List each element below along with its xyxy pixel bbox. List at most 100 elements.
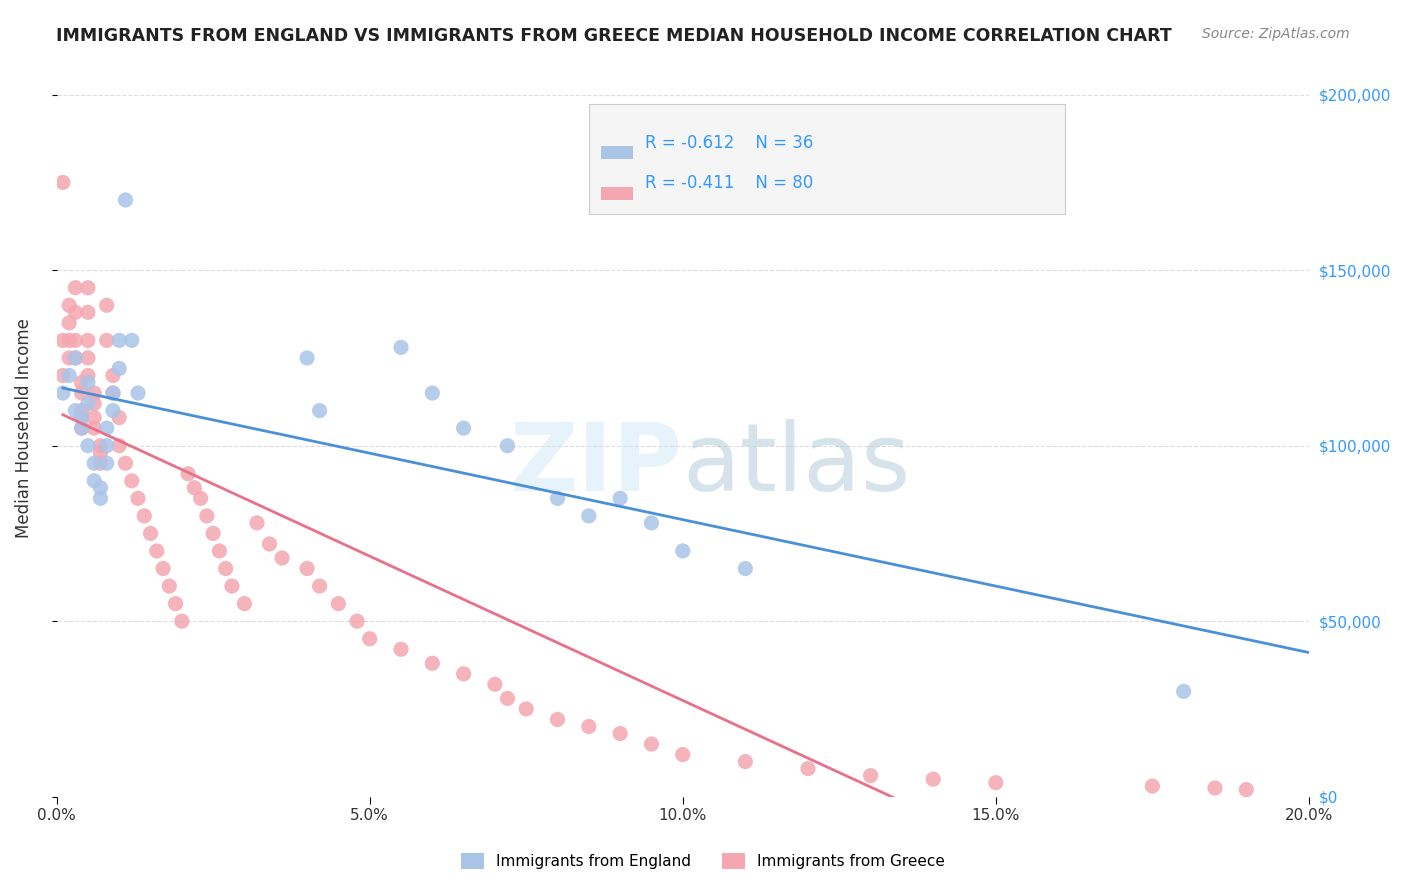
Point: [52, 176, 75, 190]
Point: [177, 467, 200, 481]
Point: [121, 474, 143, 488]
Point: [202, 526, 225, 541]
Point: [52, 334, 75, 348]
Point: [233, 597, 256, 611]
Point: [101, 368, 124, 383]
Point: [58, 316, 80, 330]
Point: [77, 439, 100, 453]
Point: [58, 368, 80, 383]
Point: [515, 702, 537, 716]
Point: [77, 305, 100, 319]
Point: [328, 597, 350, 611]
Point: [89, 491, 111, 506]
Point: [83, 386, 105, 401]
Point: [77, 396, 100, 410]
Point: [359, 632, 381, 646]
Legend: Immigrants from England, Immigrants from Greece: Immigrants from England, Immigrants from…: [456, 847, 950, 875]
Point: [58, 298, 80, 312]
Point: [547, 491, 569, 506]
Point: [108, 410, 131, 425]
Point: [70, 421, 93, 435]
Point: [65, 281, 87, 295]
Point: [221, 579, 243, 593]
Text: ZIP: ZIP: [510, 419, 683, 511]
Point: [108, 334, 131, 348]
Point: [89, 439, 111, 453]
Point: [152, 561, 174, 575]
Point: [215, 561, 238, 575]
Point: [96, 456, 118, 470]
Point: [127, 386, 149, 401]
Point: [484, 677, 506, 691]
Point: [121, 334, 143, 348]
Text: Source: ZipAtlas.com: Source: ZipAtlas.com: [1202, 27, 1350, 41]
Point: [70, 403, 93, 417]
Point: [170, 614, 193, 628]
Point: [77, 376, 100, 390]
Point: [295, 561, 318, 575]
Point: [77, 281, 100, 295]
Point: [52, 386, 75, 401]
Point: [114, 456, 136, 470]
FancyBboxPatch shape: [602, 146, 633, 159]
Point: [453, 421, 475, 435]
Point: [127, 491, 149, 506]
Point: [77, 334, 100, 348]
Point: [389, 340, 412, 354]
Point: [640, 516, 662, 530]
Point: [70, 410, 93, 425]
Point: [58, 351, 80, 365]
Point: [65, 351, 87, 365]
Text: IMMIGRANTS FROM ENGLAND VS IMMIGRANTS FROM GREECE MEDIAN HOUSEHOLD INCOME CORREL: IMMIGRANTS FROM ENGLAND VS IMMIGRANTS FR…: [56, 27, 1173, 45]
Point: [1173, 684, 1195, 698]
Point: [96, 298, 118, 312]
Point: [734, 755, 756, 769]
Point: [453, 666, 475, 681]
Point: [65, 403, 87, 417]
Text: R = -0.411    N = 80: R = -0.411 N = 80: [645, 174, 814, 193]
Point: [183, 481, 205, 495]
Point: [83, 421, 105, 435]
Point: [114, 193, 136, 207]
Point: [70, 386, 93, 401]
Point: [420, 386, 443, 401]
FancyBboxPatch shape: [589, 103, 1064, 214]
Point: [77, 351, 100, 365]
Point: [83, 474, 105, 488]
Point: [640, 737, 662, 751]
Point: [65, 305, 87, 319]
Point: [89, 481, 111, 495]
Point: [83, 456, 105, 470]
Point: [420, 657, 443, 671]
Point: [139, 526, 162, 541]
Point: [308, 579, 330, 593]
Point: [578, 719, 600, 733]
Point: [96, 421, 118, 435]
Point: [1204, 780, 1226, 795]
Point: [271, 551, 294, 566]
Point: [70, 376, 93, 390]
Point: [984, 775, 1007, 789]
Point: [70, 421, 93, 435]
Point: [547, 713, 569, 727]
Point: [83, 410, 105, 425]
Point: [195, 508, 218, 523]
Point: [108, 439, 131, 453]
Point: [496, 691, 519, 706]
Point: [259, 537, 281, 551]
Point: [89, 446, 111, 460]
Point: [65, 334, 87, 348]
Point: [96, 334, 118, 348]
Point: [65, 351, 87, 365]
Point: [295, 351, 318, 365]
Text: R = -0.612    N = 36: R = -0.612 N = 36: [645, 134, 814, 152]
Point: [165, 597, 187, 611]
Y-axis label: Median Household Income: Median Household Income: [15, 318, 32, 538]
Point: [70, 410, 93, 425]
Point: [58, 334, 80, 348]
Point: [1234, 782, 1257, 797]
Point: [190, 491, 212, 506]
Point: [101, 386, 124, 401]
Point: [96, 439, 118, 453]
Point: [609, 491, 631, 506]
